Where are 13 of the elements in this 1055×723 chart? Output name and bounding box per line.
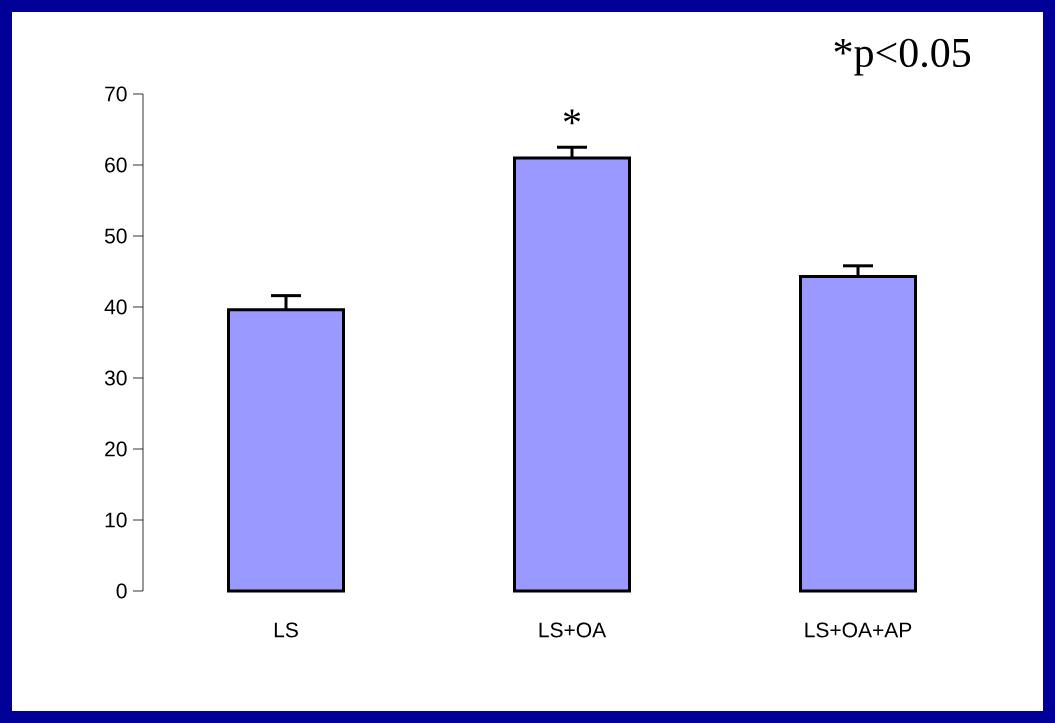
x-tick-label: LS+OA+AP — [805, 622, 912, 638]
y-tick-label: 40 — [104, 299, 127, 315]
x-tick-label: LS — [274, 622, 298, 638]
y-tick-label: 0 — [116, 583, 127, 599]
text: *p<0.05 — [834, 38, 971, 76]
y-tick-label: 20 — [105, 441, 127, 457]
y-tick-label: 60 — [105, 157, 127, 173]
y-tick-label: 50 — [104, 228, 127, 244]
x-tick-label: LS+OA — [539, 622, 607, 638]
y-tick-label: 10 — [105, 512, 127, 528]
annotation: * — [563, 109, 581, 125]
y-tick-label: 70 — [105, 86, 127, 102]
y-tick-label: 30 — [104, 370, 127, 386]
